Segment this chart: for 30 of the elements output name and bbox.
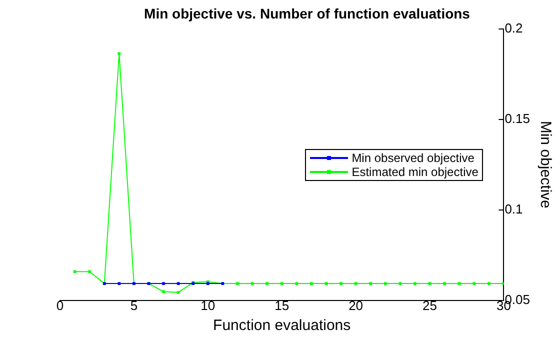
legend-label: Min observed objective — [352, 150, 474, 165]
point — [295, 282, 298, 285]
point — [458, 282, 461, 285]
x-tick-label: 10 — [200, 298, 216, 313]
point — [354, 282, 358, 285]
point — [428, 282, 432, 285]
x-tick-label: 5 — [130, 298, 138, 313]
x-tick-label: 25 — [422, 298, 437, 313]
x-tick-label: 15 — [274, 298, 290, 313]
y-tick-label: 0.15 — [504, 110, 530, 126]
point — [280, 282, 284, 285]
point — [176, 282, 180, 285]
x-axis-title: Function evaluations — [213, 317, 351, 334]
chart-title: Min objective vs. Number of function evaluations — [144, 5, 470, 22]
point — [384, 282, 387, 285]
point — [162, 290, 165, 294]
y-axis-title: Min objective — [536, 120, 554, 208]
point — [118, 282, 121, 285]
x-tick-label: 0 — [56, 298, 64, 313]
point — [118, 52, 121, 56]
legend-label: Estimated min objective — [352, 164, 478, 179]
y-tick-label: 0.1 — [504, 201, 523, 216]
point — [324, 282, 328, 285]
y-tick-label: 0.2 — [504, 20, 523, 36]
point — [73, 270, 76, 274]
point — [472, 282, 476, 285]
point — [176, 291, 180, 294]
point — [250, 282, 254, 285]
point — [398, 282, 402, 285]
x-tick-label: 20 — [348, 298, 364, 313]
